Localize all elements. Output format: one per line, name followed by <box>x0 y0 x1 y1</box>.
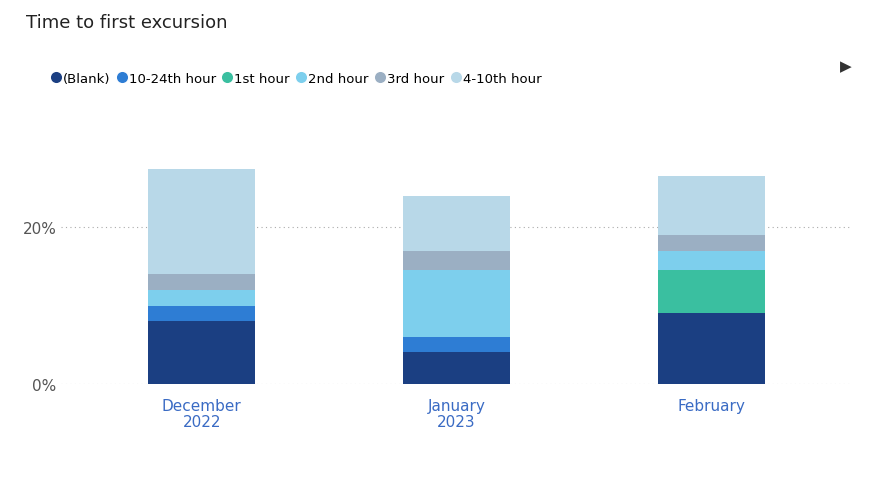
Bar <box>657 236 764 251</box>
Text: January: January <box>427 398 485 413</box>
Bar <box>148 290 255 306</box>
Bar <box>403 337 510 353</box>
Legend: (Blank), 10-24th hour, 1st hour, 2nd hour, 3rd hour, 4-10th hour: (Blank), 10-24th hour, 1st hour, 2nd hou… <box>53 72 541 86</box>
Bar <box>148 169 255 275</box>
Text: December: December <box>161 398 241 413</box>
Bar <box>657 177 764 236</box>
Text: February: February <box>677 398 745 413</box>
Bar <box>657 271 764 314</box>
Bar <box>403 196 510 251</box>
Bar <box>403 353 510 384</box>
Bar <box>148 306 255 322</box>
Bar <box>657 251 764 271</box>
Bar <box>148 322 255 384</box>
Text: 2023: 2023 <box>437 414 475 429</box>
Bar <box>657 314 764 384</box>
Text: Time to first excursion: Time to first excursion <box>26 14 227 32</box>
Bar <box>403 271 510 337</box>
Text: 2022: 2022 <box>182 414 221 429</box>
Bar <box>148 275 255 290</box>
Text: ▶: ▶ <box>839 59 851 73</box>
Bar <box>403 251 510 271</box>
